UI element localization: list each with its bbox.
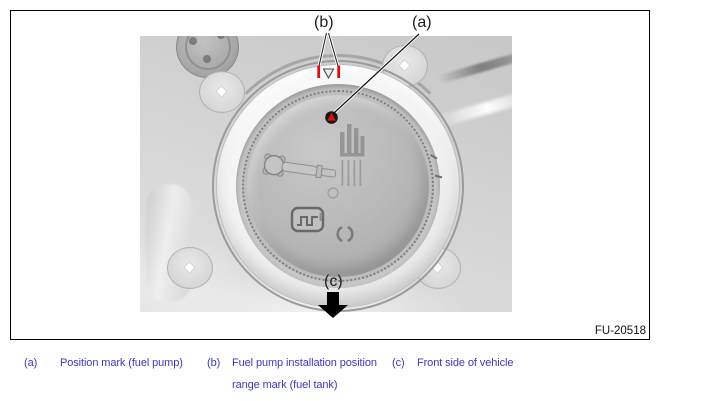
callout-label-c: (c) [324,273,343,290]
figure-frame: (b) (a) (c) FU-20518 [10,10,650,340]
flange-tab [199,71,245,113]
caption-key-b: (b) [207,357,221,369]
figure-caption: (a) Position mark (fuel pump) (b) Fuel p… [0,352,713,398]
ring-index-ticks [430,154,443,179]
callout-label-b: (b) [314,14,334,31]
pump-tool-icon [262,153,337,179]
front-direction-arrow-icon [327,292,339,306]
tank-boss-ring [185,36,231,70]
caption-text-a: Position mark (fuel pump) [60,357,183,369]
pump-connector-icon [290,206,325,233]
figure-code: FU-20518 [594,325,646,337]
caption-text-b: Fuel pump installation position range mar… [232,352,377,396]
boss-hole-icon [217,36,225,39]
boss-hole-icon [203,55,211,63]
pump-cap-emboss [262,124,443,242]
pump-grille-icon [340,124,365,186]
caption-text-b-line1: Fuel pump installation position [232,357,377,369]
pump-clamp-icon [336,226,354,242]
caption-key-a: (a) [24,357,38,369]
fuel-pump-cap [247,95,429,277]
caption-text-b-line2: range mark (fuel tank) [232,379,338,391]
fuel-tank-render [140,36,512,312]
callout-label-a: (a) [412,14,432,31]
cap-center-dot-icon [327,187,339,199]
caption-key-c: (c) [392,357,405,369]
caption-text-c: Front side of vehicle [417,357,514,369]
boss-hole-icon [189,37,197,45]
front-direction-arrow-head [318,305,348,318]
